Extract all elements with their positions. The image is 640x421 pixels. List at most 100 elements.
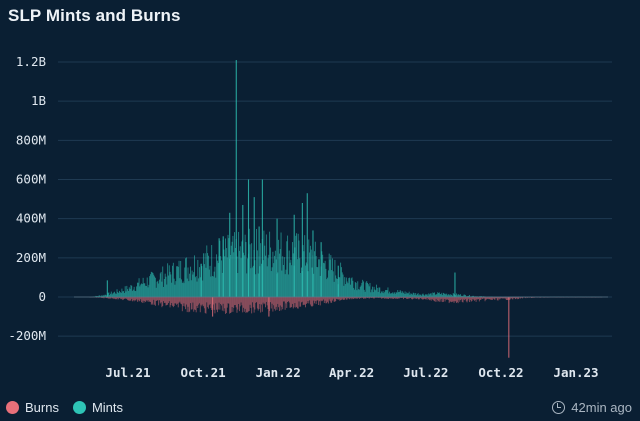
legend-label-mints: Mints xyxy=(91,400,124,415)
bar xyxy=(422,293,424,297)
bar xyxy=(309,245,311,297)
bar xyxy=(265,297,266,308)
bar xyxy=(234,297,236,306)
bar xyxy=(383,297,385,298)
bar xyxy=(245,242,247,297)
bar xyxy=(193,297,195,312)
bar xyxy=(305,297,307,304)
burns-series xyxy=(74,296,608,358)
bar xyxy=(249,297,251,305)
bar xyxy=(252,267,253,297)
bar xyxy=(438,292,440,297)
bar xyxy=(230,254,231,297)
bar xyxy=(405,293,407,297)
bar xyxy=(474,297,475,301)
bar xyxy=(423,294,425,297)
bar xyxy=(298,240,300,297)
bar xyxy=(281,270,283,297)
bar xyxy=(180,261,182,297)
peak-bar xyxy=(301,203,303,297)
bar xyxy=(356,297,358,299)
bar xyxy=(283,257,285,297)
bar xyxy=(107,292,109,297)
bar xyxy=(122,291,124,297)
bar xyxy=(164,297,166,303)
bar xyxy=(305,262,307,297)
legend: Burns Mints xyxy=(6,400,123,415)
bar xyxy=(291,297,293,307)
bar xyxy=(200,297,202,305)
bar xyxy=(209,265,211,297)
bar xyxy=(416,295,417,297)
bar xyxy=(314,241,316,297)
bar xyxy=(111,294,113,297)
bar xyxy=(269,297,271,303)
bar xyxy=(190,266,191,297)
bar xyxy=(136,286,138,297)
bar xyxy=(248,297,250,311)
bar xyxy=(493,297,495,300)
bar xyxy=(349,297,351,300)
bar xyxy=(341,297,343,299)
bar xyxy=(371,286,373,297)
bar xyxy=(389,297,391,299)
bar xyxy=(117,297,119,299)
bar xyxy=(285,269,287,297)
bar xyxy=(243,255,245,297)
bar xyxy=(154,277,156,297)
bar xyxy=(233,252,235,297)
bar xyxy=(288,250,290,297)
bar xyxy=(405,297,407,299)
bar xyxy=(491,297,493,300)
bar xyxy=(203,297,204,307)
bar xyxy=(194,297,195,310)
bar xyxy=(165,276,167,297)
bar xyxy=(336,278,337,297)
bar xyxy=(96,296,98,297)
bar xyxy=(198,278,200,297)
bar xyxy=(126,297,128,300)
bar xyxy=(267,297,269,310)
bar xyxy=(259,297,261,305)
bar xyxy=(262,260,264,297)
bar xyxy=(475,297,477,302)
bar xyxy=(322,297,324,301)
bar xyxy=(522,297,524,299)
bar xyxy=(364,297,366,299)
bar xyxy=(366,281,368,297)
legend-item-burns[interactable]: Burns xyxy=(6,400,59,415)
bar xyxy=(207,297,209,309)
bar xyxy=(138,297,140,302)
bar xyxy=(461,295,463,297)
bar xyxy=(518,297,519,299)
bar xyxy=(225,248,227,297)
bar xyxy=(187,267,189,297)
bar xyxy=(290,259,292,297)
bar xyxy=(380,293,382,297)
bar xyxy=(303,251,305,297)
bar xyxy=(335,297,337,302)
bar xyxy=(159,273,161,297)
bar xyxy=(134,290,136,297)
bar xyxy=(318,297,320,305)
bar xyxy=(433,292,435,297)
bar xyxy=(103,297,105,299)
bar xyxy=(206,245,208,297)
legend-label-burns: Burns xyxy=(25,400,59,415)
bar xyxy=(364,291,366,297)
bar xyxy=(503,297,505,299)
bar xyxy=(460,295,462,297)
bar xyxy=(335,275,337,297)
bar xyxy=(455,295,457,297)
bar xyxy=(118,292,120,297)
bar xyxy=(469,294,470,297)
bar xyxy=(365,282,367,297)
bar xyxy=(308,297,310,304)
legend-item-mints[interactable]: Mints xyxy=(72,400,124,415)
bar xyxy=(271,267,273,297)
bar xyxy=(374,289,376,297)
bar xyxy=(316,266,318,297)
bar xyxy=(314,297,315,304)
bar xyxy=(321,297,323,302)
bar xyxy=(254,297,256,310)
